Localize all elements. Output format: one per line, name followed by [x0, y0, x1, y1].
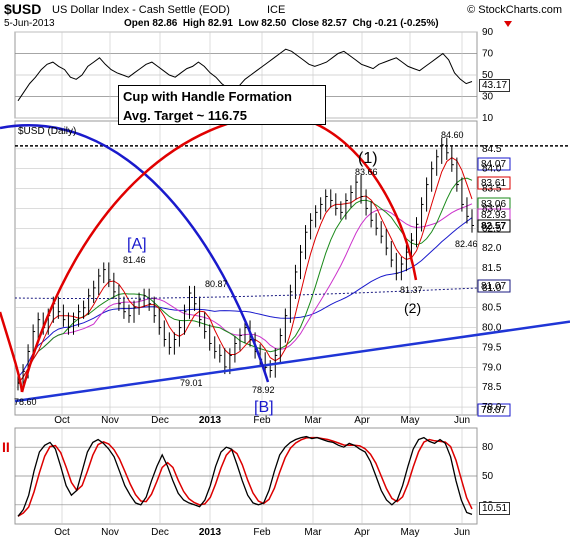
price-extreme-label: 82.46	[455, 239, 478, 249]
price-extreme-label: 79.01	[180, 378, 203, 388]
price-tick-label: 80.0	[482, 323, 502, 334]
price-extreme-label: 80.87	[205, 279, 228, 289]
x-tick-label: May	[401, 415, 420, 426]
x-tick-label: Oct	[54, 415, 70, 426]
x-tick-label: Nov	[101, 527, 119, 538]
support-dotted-line	[14, 287, 478, 300]
wave-label: [B]	[254, 399, 274, 416]
x-tick-label: May	[401, 527, 420, 538]
price-tick-label: 84.0	[482, 164, 502, 175]
price-tag-box	[477, 279, 511, 293]
price-tick-label: 84.5	[482, 144, 502, 155]
rsi-tick-label: 30	[482, 92, 494, 103]
x-tick-label: Dec	[151, 527, 169, 538]
ma-red	[17, 156, 473, 384]
wave-label: (2)	[404, 300, 421, 316]
price-tick-label: 80.5	[482, 303, 502, 314]
price-tag-label: 78.07	[481, 405, 506, 416]
price-tick-label: 79.0	[482, 362, 502, 373]
x-tick-label: Dec	[151, 415, 169, 426]
rsi-line	[17, 48, 473, 102]
ohlc-readout: Open 82.86 High 82.91 Low 82.50 Close 82…	[124, 18, 439, 29]
price-tag-label: 83.61	[481, 178, 506, 189]
price-extreme-label: 78.60	[14, 397, 37, 407]
source-credit: © StockCharts.com	[467, 4, 562, 16]
price-tag-label: 81.07	[481, 281, 506, 292]
price-tick-label: 82.5	[482, 223, 502, 234]
price-extreme-label: 84.60	[441, 130, 464, 140]
x-tick-label: Feb	[253, 527, 271, 538]
stoch-last-tag: 10.51	[479, 502, 511, 515]
annotation-line-2: Avg. Target ~ 116.75	[123, 108, 247, 123]
price-tick-label: 83.0	[482, 203, 502, 214]
rsi-tick-label: 90	[482, 27, 494, 38]
price-tag-label: 84.07	[481, 159, 506, 170]
price-tick-label: 81.0	[482, 283, 502, 294]
price-tag-label: 82.93	[481, 210, 506, 221]
x-tick-label: 2013	[199, 415, 222, 426]
price-tag-box	[477, 157, 511, 171]
rsi-tick-label: 70	[482, 49, 494, 60]
stoch-tick-label: 80	[482, 442, 494, 453]
instrument-name: US Dollar Index - Cash Settle (EOD)	[52, 4, 230, 16]
down-arrow-icon	[504, 21, 512, 27]
x-tick-label: Apr	[354, 415, 370, 426]
price-extreme-label: 78.92	[252, 385, 275, 395]
x-tick-label: Feb	[253, 415, 271, 426]
x-tick-label: Jun	[454, 527, 470, 538]
price-tag-box	[477, 403, 511, 417]
stoch-k-line	[17, 435, 473, 517]
blue-cycle-arc	[0, 124, 270, 383]
rsi-series	[17, 48, 473, 102]
ma-green	[17, 177, 473, 384]
price-legend: $USD (Daily)	[18, 126, 77, 137]
x-tick-label: Nov	[101, 415, 119, 426]
pattern-annotation-box: Cup with Handle Formation Avg. Target ~ …	[118, 85, 326, 125]
stochastic-series	[17, 435, 473, 517]
price-tick-label: 79.5	[482, 342, 502, 353]
price-extreme-label: 83.66	[355, 167, 378, 177]
price-series	[17, 137, 474, 391]
date-label: 5-Jun-2013	[4, 18, 55, 29]
x-tick-label: Oct	[54, 527, 70, 538]
rsi-last-tag: 43.17	[479, 79, 511, 92]
x-tick-label: Mar	[304, 527, 322, 538]
symbol: $USD	[4, 1, 42, 17]
price-tick-label: 83.5	[482, 184, 502, 195]
price-tag-label: 82.57	[481, 221, 506, 232]
red-cycle-arc-left	[0, 311, 24, 393]
exchange: ICE	[267, 4, 286, 16]
price-tag-box	[477, 219, 511, 233]
price-tag-label: 83.06	[481, 199, 506, 210]
x-tick-label: Apr	[354, 527, 370, 538]
wave-label: (1)	[358, 150, 378, 167]
price-extreme-label: 81.37	[400, 285, 423, 295]
stoch-tick-label: 50	[482, 471, 494, 482]
price-tag-box	[477, 176, 511, 190]
chart-header: $USD US Dollar Index - Cash Settle (EOD)…	[4, 1, 566, 31]
x-tick-label: Mar	[304, 415, 322, 426]
x-tick-label: Jun	[454, 415, 470, 426]
wave-label: [A]	[127, 236, 147, 253]
price-extreme-label: 81.46	[123, 255, 146, 265]
price-tick-label: 82.0	[482, 243, 502, 254]
price-tick-label: 78.5	[482, 382, 502, 393]
rsi-tick-label: 50	[482, 70, 494, 81]
rising-trendline	[14, 320, 570, 403]
price-tick-label: 78.0	[482, 402, 502, 413]
rsi-tick-label: 10	[482, 113, 494, 124]
cycle-marker-label: II	[2, 439, 10, 455]
annotation-line-1: Cup with Handle Formation	[123, 89, 292, 104]
x-tick-label: 2013	[199, 527, 222, 538]
price-tick-label: 81.5	[482, 263, 502, 274]
